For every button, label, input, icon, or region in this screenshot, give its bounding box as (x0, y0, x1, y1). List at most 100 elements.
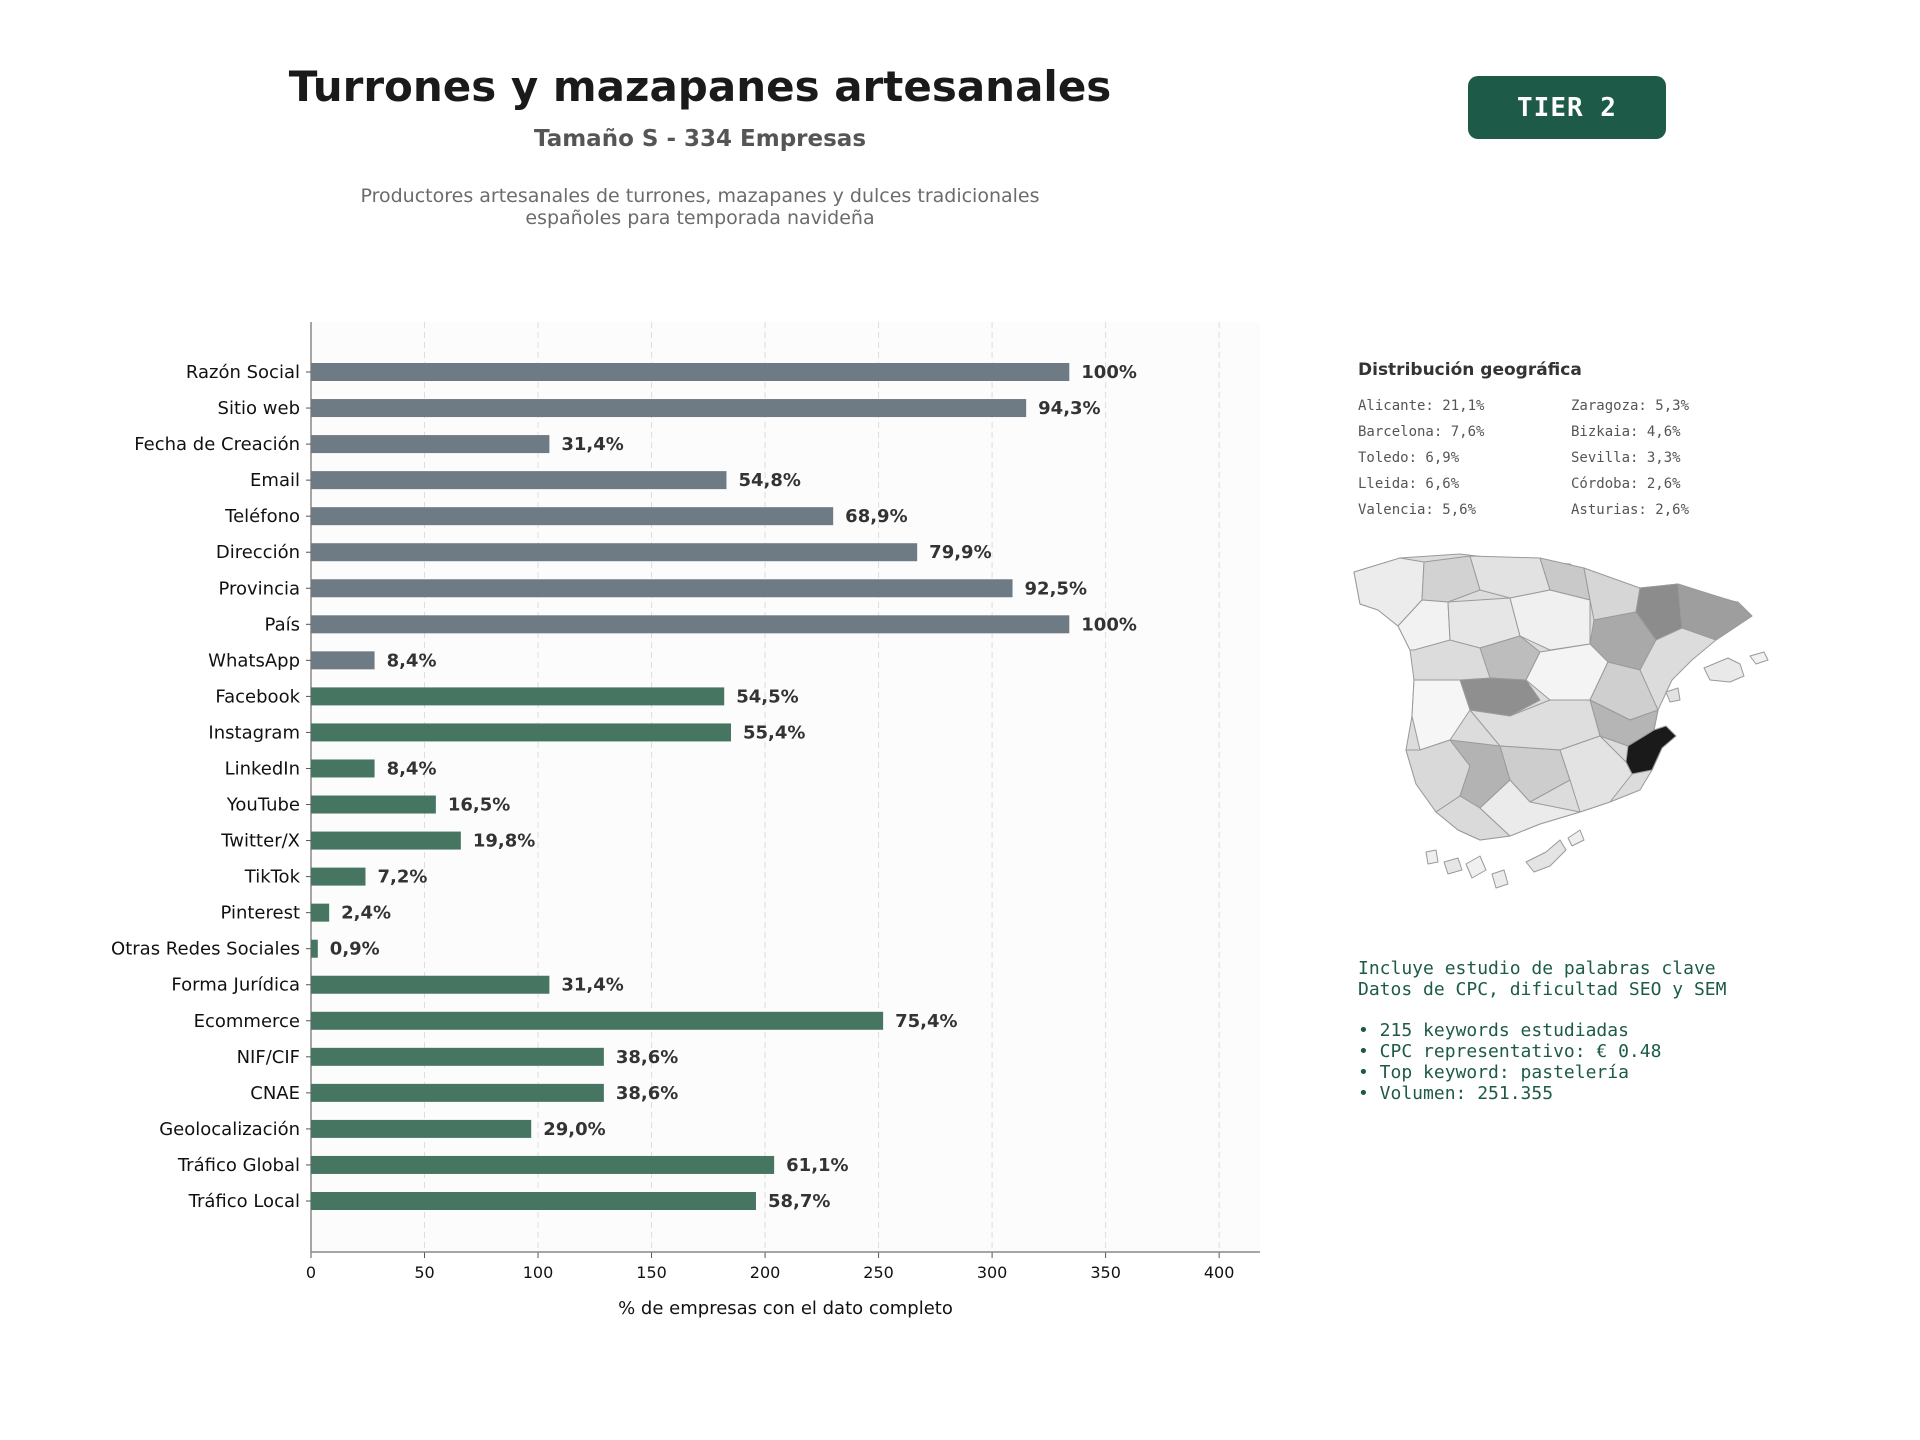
plot-area (311, 322, 1260, 1252)
map-region (1421, 555, 1481, 603)
data-label: 0,9% (330, 939, 380, 960)
geo-item: Valencia: 5,6% (1358, 502, 1477, 518)
bar (311, 1083, 604, 1102)
category-label: Fecha de Creación (134, 434, 300, 455)
data-label: 94,3% (1038, 398, 1100, 419)
data-label: 58,7% (768, 1191, 830, 1212)
map-region (1559, 735, 1633, 813)
data-label: 8,4% (387, 758, 437, 779)
geo-item: Zaragoza: 5,3% (1571, 398, 1690, 414)
geo-item: Sevilla: 3,3% (1571, 450, 1681, 466)
keyword-line-2: Datos de CPC, dificultad SEO y SEM (1358, 979, 1727, 1000)
bar (311, 1047, 604, 1066)
x-tick-label: 350 (1090, 1263, 1121, 1282)
x-tick-label: 150 (636, 1263, 667, 1282)
map-island (1425, 849, 1439, 865)
map-island (1749, 651, 1769, 665)
bar (311, 687, 725, 706)
category-label: Forma Jurídica (171, 975, 300, 996)
map-region (1479, 779, 1581, 837)
x-tick-label: 0 (306, 1263, 316, 1282)
bar (311, 939, 318, 958)
data-label: 100% (1081, 614, 1137, 635)
map-island (1665, 687, 1681, 703)
category-label: Pinterest (220, 903, 300, 924)
description-line-2: españoles para temporada navideña (525, 207, 875, 229)
keyword-study: Incluye estudio de palabras clave Datos … (1358, 958, 1726, 1104)
data-label: 75,4% (895, 1011, 957, 1032)
data-label: 61,1% (786, 1155, 848, 1176)
bar (311, 1011, 884, 1030)
keyword-bullet: • Top keyword: pastelería (1358, 1062, 1629, 1083)
x-tick-label: 400 (1204, 1263, 1235, 1282)
map-island (1703, 657, 1745, 683)
bar (311, 867, 366, 886)
bar (311, 1192, 756, 1210)
spain-province-map (1353, 553, 1769, 889)
x-axis-label: % de empresas con el dato completo (618, 1298, 953, 1319)
keyword-line-1: Incluye estudio de palabras clave (1358, 958, 1716, 979)
bar (311, 831, 461, 850)
category-label: Provincia (218, 578, 300, 599)
data-label: 79,9% (929, 542, 991, 563)
category-label: Facebook (215, 686, 300, 707)
geo-item: Asturias: 2,6% (1571, 502, 1690, 518)
data-label: 31,4% (561, 434, 623, 455)
geo-item: Bizkaia: 4,6% (1571, 424, 1681, 440)
bar (311, 435, 550, 454)
bar (311, 471, 727, 490)
category-label: TikTok (244, 867, 301, 888)
bar (311, 975, 550, 994)
geo-item: Barcelona: 7,6% (1358, 424, 1485, 440)
tier-badge: TIER 2 (1468, 76, 1666, 139)
bar (311, 1155, 775, 1174)
data-label: 16,5% (448, 795, 510, 816)
category-label: Ecommerce (194, 1011, 300, 1032)
bar (311, 795, 436, 814)
bar (311, 651, 375, 670)
data-label: 54,8% (738, 470, 800, 491)
x-tick-label: 300 (977, 1263, 1008, 1282)
geo-item: Lleida: 6,6% (1358, 476, 1460, 492)
category-label: LinkedIn (225, 758, 300, 779)
x-tick-label: 250 (863, 1263, 894, 1282)
data-label: 19,8% (473, 831, 535, 852)
map-island (1491, 869, 1509, 889)
category-label: Tráfico Local (188, 1191, 300, 1212)
category-label: WhatsApp (208, 650, 300, 671)
keyword-bullet: • Volumen: 251.355 (1358, 1083, 1554, 1104)
data-label: 29,0% (543, 1119, 605, 1140)
keyword-bullet: • CPC representativo: € 0.48 (1358, 1041, 1662, 1062)
bar (311, 903, 330, 922)
geo-distribution-title: Distribución geográfica (1358, 360, 1582, 380)
category-label: Twitter/X (220, 831, 300, 852)
category-label: Sitio web (218, 398, 300, 419)
geo-item: Córdoba: 2,6% (1571, 476, 1681, 492)
bar (311, 615, 1070, 634)
category-label: CNAE (250, 1083, 300, 1104)
map-island (1465, 855, 1487, 879)
bar (311, 579, 1013, 598)
data-label: 68,9% (845, 506, 907, 527)
data-label: 31,4% (561, 975, 623, 996)
category-label: NIF/CIF (237, 1047, 300, 1068)
data-label: 54,5% (736, 686, 798, 707)
geo-item: Toledo: 6,9% (1358, 450, 1460, 466)
bar (311, 723, 732, 742)
map-island (1443, 857, 1463, 875)
category-label: Otras Redes Sociales (111, 939, 300, 960)
x-tick-label: 100 (523, 1263, 554, 1282)
data-label: 100% (1081, 362, 1137, 383)
data-label: 38,6% (616, 1083, 678, 1104)
data-label: 55,4% (743, 722, 805, 743)
geo-distribution-list: Alicante: 21,1% Zaragoza: 5,3% Barcelona… (1358, 397, 1778, 520)
page-subtitle: Tamaño S - 334 Empresas (533, 126, 867, 152)
map-region (1583, 567, 1641, 621)
bar (311, 759, 375, 778)
data-label: 2,4% (341, 903, 391, 924)
category-label: País (265, 614, 300, 635)
category-label: Instagram (208, 722, 300, 743)
geo-item: Alicante: 21,1% (1358, 398, 1485, 414)
category-label: Geolocalización (159, 1119, 300, 1140)
